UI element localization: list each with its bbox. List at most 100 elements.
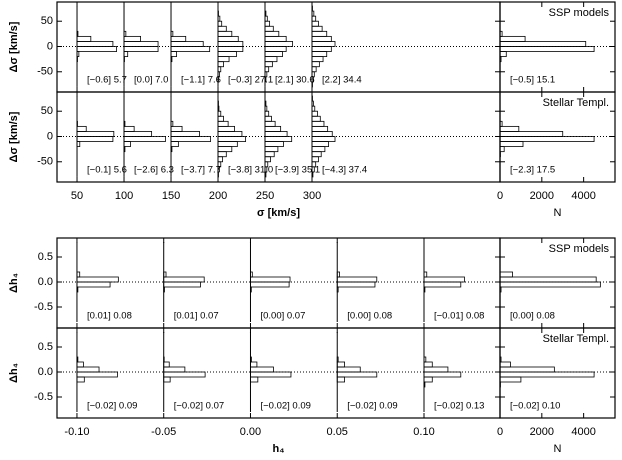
bar [499,136,595,142]
bar [311,61,320,68]
bar [336,371,378,378]
x-tick-label: 300 [303,190,321,202]
bar [264,156,271,163]
bar [336,366,361,373]
y-axis-label: Δσ [km/s] [8,111,20,162]
bar [423,356,427,363]
y-tick-label: -50 [37,66,53,78]
x-tick-label: 50 [71,190,83,202]
y-axis-label: Δσ [km/s] [8,21,20,72]
bar [76,30,79,37]
y-tick-label: 0.5 [38,341,53,353]
bar [423,366,449,373]
bar [123,51,129,58]
bar [250,271,253,278]
bar [499,46,595,52]
y-tick-label: 0.0 [38,276,53,288]
bar [250,361,258,368]
bar [311,25,323,32]
bar [264,66,270,73]
bar [264,20,271,27]
bar [170,30,174,37]
bar [311,146,326,153]
bar [76,376,85,383]
n-tick-label: 2000 [530,426,554,438]
bar [163,271,167,278]
bar [311,110,318,117]
y-tick-label: -0.5 [34,301,53,313]
bar [311,51,328,58]
stat-label: [−1.1] 7.6 [181,75,221,86]
bar [170,120,174,127]
bar [170,46,211,52]
bar [163,276,205,283]
bar [76,356,79,363]
bar [499,30,503,37]
bar [217,15,221,22]
bar [499,41,587,47]
bar [217,25,227,32]
bar [311,136,336,142]
bar [423,371,462,378]
bar [217,20,223,27]
x-tick-label: 200 [209,190,227,202]
bar [76,131,115,137]
bar [499,361,511,368]
bar [217,35,239,42]
bar [311,120,325,127]
bar [250,371,292,378]
bar [163,361,170,368]
n-tick-label: 0 [497,426,503,438]
bar [250,356,252,363]
bar [123,41,159,47]
panel-label: Stellar Templ. [543,97,609,109]
x-tick-label: 0.05 [327,426,348,438]
bar [170,41,204,47]
stat-label: [0.0] 7.0 [134,75,168,86]
bar [76,35,92,42]
bar [76,51,80,58]
bar [250,366,274,373]
stat-label: [−0.5] 15.1 [510,75,555,86]
y-axis-label: Δh₄ [8,363,20,383]
stat-label: [−0.02] 0.13 [434,401,484,412]
bar [217,156,224,163]
bar [76,276,119,283]
bar [264,25,274,32]
bar [163,366,186,373]
bar [499,51,507,58]
stat-label: [−0.01] 0.08 [434,311,484,322]
stat-label: [0.01] 0.07 [174,311,219,322]
bar [217,136,247,142]
bar [170,141,179,148]
bar [217,56,230,63]
x-tick-label: -0.10 [64,426,89,438]
bar [217,30,233,37]
stat-label: [2.2] 34.4 [322,75,362,86]
x-axis-label: h₄ [273,443,285,455]
bar [250,276,291,283]
bar [499,131,564,137]
bar [336,276,378,283]
bar [170,125,183,132]
n-axis-label: N [554,207,562,219]
n-tick-label: 0 [497,190,503,202]
bar [423,281,462,288]
bar [311,10,315,17]
bar [123,125,135,132]
x-tick-label: 100 [115,190,133,202]
bar [123,120,126,127]
bar [76,41,114,47]
y-tick-label: 0 [47,130,53,142]
bar [423,271,428,278]
y-tick-label: 0 [47,40,53,52]
bar [311,15,317,22]
bar [123,46,159,52]
y-tick-label: 50 [41,105,53,117]
bar [264,10,267,17]
y-tick-label: 50 [41,15,53,27]
stat-label: [−0.02] 0.10 [510,401,560,412]
bar [264,100,267,107]
bar [264,35,287,42]
